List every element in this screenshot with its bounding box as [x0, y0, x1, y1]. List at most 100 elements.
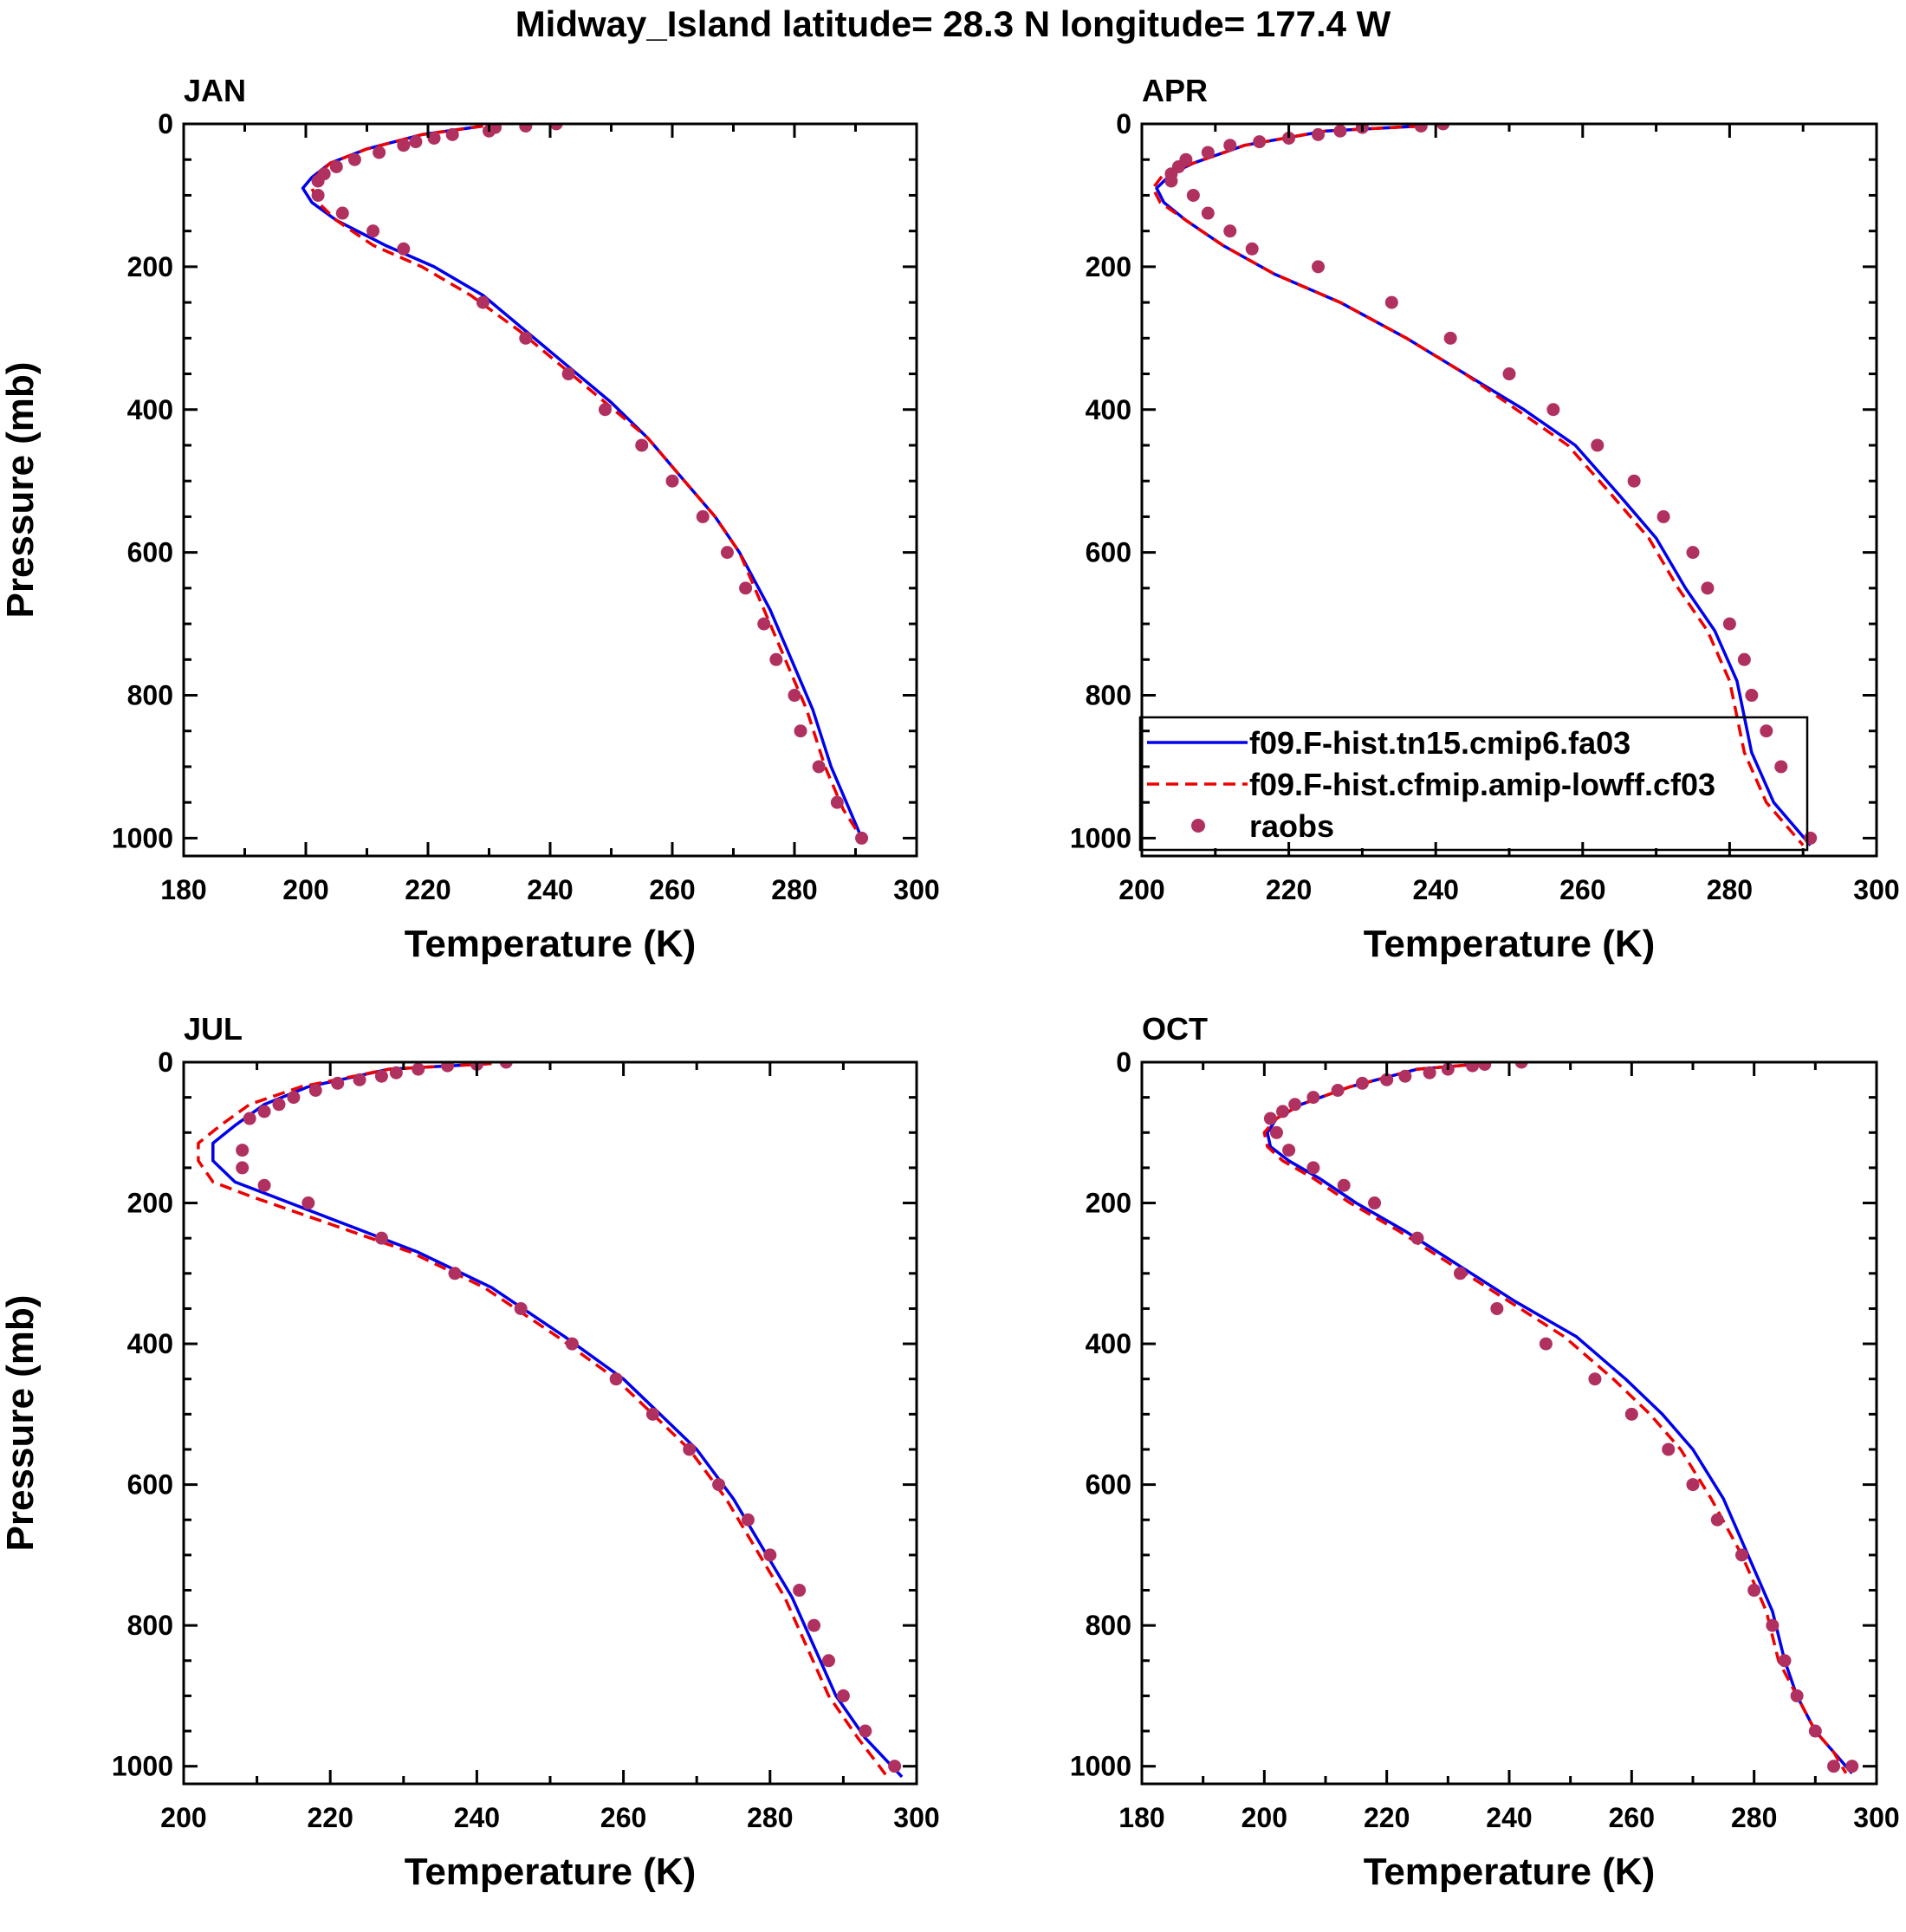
legend: f09.F-hist.tn15.cmip6.fa03 f09.F-hist.cfm… — [1138, 716, 1809, 852]
raobs-point — [855, 831, 869, 845]
raobs-point — [836, 1689, 850, 1702]
raobs-point — [696, 509, 710, 523]
raobs-point — [598, 403, 612, 417]
raobs-point — [1443, 331, 1457, 345]
panel-jan: JAN 180 200 220 240 260 280 300 0 200 400 600 800 100… — [0, 73, 940, 965]
raobs-point — [1276, 1105, 1290, 1118]
x-tick-label: 220 — [405, 874, 451, 905]
y-tick-label: 1000 — [112, 822, 173, 853]
raobs-point — [331, 1076, 345, 1090]
raobs-point — [236, 1161, 250, 1175]
raobs-point — [308, 1084, 322, 1098]
legend-box — [1138, 716, 1809, 852]
raobs-point — [1398, 1069, 1412, 1083]
raobs-points-jul — [236, 1062, 902, 1773]
raobs-point — [565, 1337, 579, 1351]
raobs-point — [741, 1513, 755, 1527]
figure-title: Midway_Island latitude= 28.3 N longitude… — [515, 3, 1391, 44]
legend-dot-marker — [1191, 819, 1205, 833]
raobs-point — [793, 1584, 807, 1598]
y-tick-label: 400 — [127, 1328, 173, 1359]
y-tick-label: 0 — [1116, 1047, 1131, 1078]
raobs-point — [445, 127, 459, 141]
raobs-point — [1662, 1443, 1676, 1456]
raobs-point — [1827, 1760, 1841, 1773]
panel-oct: OCT 180 200 220 240 260 280 300 0 200 400 600 800 100… — [1070, 1011, 1900, 1893]
raobs-point — [519, 331, 533, 345]
legend-entry: f09.F-hist.cfmip.amip-lowff.cf03 — [1147, 767, 1715, 802]
y-tick-label: 400 — [127, 394, 173, 425]
raobs-point — [1588, 1372, 1602, 1386]
x-tick-label: 220 — [308, 1802, 353, 1833]
raobs-point — [409, 135, 423, 149]
y-tick-label: 1000 — [112, 1751, 173, 1782]
raobs-point — [645, 1407, 659, 1421]
raobs-point — [1760, 724, 1773, 738]
raobs-point — [1306, 1161, 1320, 1175]
panel-apr: APR 200 220 240 260 280 300 0 200 400 600 800 1000 Te… — [1070, 73, 1900, 965]
raobs-point — [1845, 1760, 1859, 1773]
series-group-oct — [1262, 1062, 1859, 1774]
raobs-point — [441, 1062, 455, 1073]
raobs-point — [1164, 174, 1178, 188]
raobs-point — [1368, 1196, 1382, 1210]
raobs-point — [1710, 1513, 1724, 1527]
raobs-point — [1539, 1337, 1553, 1351]
raobs-point — [1384, 295, 1398, 309]
raobs-point — [1701, 581, 1715, 595]
raobs-point — [683, 1443, 697, 1456]
raobs-point — [561, 367, 575, 381]
raobs-point — [397, 242, 411, 256]
x-tick-label: 300 — [893, 1802, 939, 1833]
raobs-point — [1453, 1267, 1467, 1280]
raobs-point — [665, 474, 679, 488]
raobs-point — [609, 1372, 623, 1386]
y-tick-label: 1000 — [1070, 822, 1131, 853]
raobs-point — [1737, 652, 1751, 666]
y-tick-label: 200 — [127, 251, 173, 282]
y-tick-label: 800 — [127, 680, 173, 711]
raobs-point — [812, 760, 826, 774]
panel-title-apr: APR — [1142, 73, 1208, 108]
legend-label: f09.F-hist.tn15.cmip6.fa03 — [1249, 725, 1630, 761]
raobs-point — [1466, 1062, 1480, 1073]
raobs-point — [1804, 831, 1818, 845]
raobs-point — [769, 652, 783, 666]
raobs-point — [272, 1098, 286, 1112]
x-tick-label: 260 — [1609, 1802, 1655, 1833]
raobs-point — [1722, 617, 1736, 631]
y-tick-label: 0 — [158, 1047, 173, 1078]
raobs-point — [1186, 188, 1200, 202]
legend-label: raobs — [1249, 808, 1334, 844]
raobs-point — [1282, 1144, 1296, 1157]
legend-label: f09.F-hist.cfmip.amip-lowff.cf03 — [1249, 767, 1715, 802]
raobs-point — [1766, 1618, 1780, 1632]
raobs-point — [243, 1112, 256, 1125]
raobs-point — [1263, 1112, 1277, 1125]
series-group-apr — [1151, 124, 1818, 846]
panel-title-oct: OCT — [1142, 1011, 1208, 1047]
y-tick-label: 400 — [1086, 1328, 1131, 1359]
x-tick-label: 300 — [1853, 874, 1899, 905]
raobs-point — [1288, 1098, 1302, 1112]
raobs-point — [499, 1062, 513, 1069]
raobs-point — [1312, 260, 1326, 274]
raobs-point — [763, 1548, 777, 1562]
raobs-point — [1790, 1689, 1804, 1702]
raobs-point — [287, 1091, 301, 1105]
raobs-point — [1282, 131, 1296, 145]
y-tick-label: 600 — [127, 1469, 173, 1501]
x-tick-label: 260 — [600, 1802, 646, 1833]
raobs-point — [427, 131, 441, 145]
y-tick-label: 600 — [1086, 1469, 1131, 1501]
raobs-point — [1269, 1125, 1283, 1139]
raobs-point — [347, 152, 361, 166]
raobs-point — [1201, 146, 1215, 159]
raobs-point — [1331, 1084, 1345, 1098]
raobs-point — [1337, 1178, 1351, 1192]
y-axis-label-jul: Pressure (mb) — [0, 1295, 42, 1552]
y-tick-label: 800 — [1086, 1610, 1131, 1641]
raobs-point — [311, 188, 325, 202]
raobs-point — [1253, 135, 1267, 149]
